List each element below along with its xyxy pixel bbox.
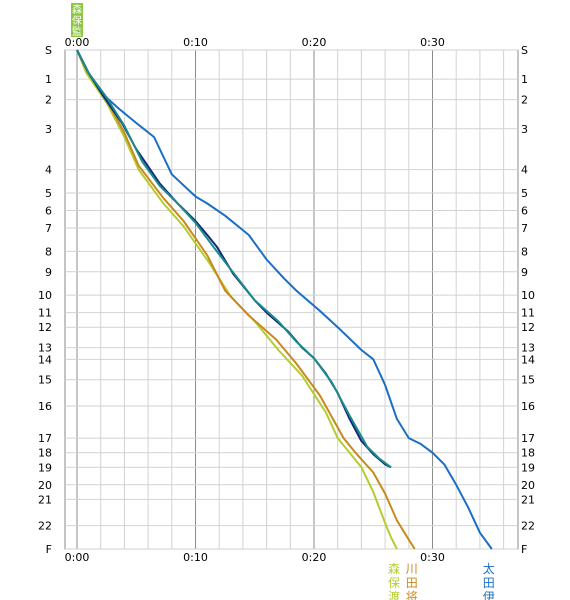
y-tick-label-right: 10 [521,289,535,302]
corner-label-char: 保 [72,14,82,27]
y-tick-label-left: 11 [38,307,52,320]
y-tick-label-left: 20 [38,479,52,492]
corner-label-bg [71,3,83,37]
y-tick-label-right: 4 [521,164,528,177]
x-tick-label-top: 0:00 [65,36,90,49]
y-tick-label-left: 4 [45,164,52,177]
y-tick-label-left: 13 [38,342,52,355]
series-name-label: 森 [388,561,400,576]
series-name-label: 太 [483,561,495,576]
series-name-label: 渡 [388,589,400,600]
series-name-label: 伊 [483,590,495,600]
y-tick-label-left: F [46,543,52,556]
x-tick-label-bottom: 0:20 [302,551,327,564]
y-tick-label-left: S [45,44,52,57]
y-tick-label-right: 20 [521,479,535,492]
y-tick-label-right: 22 [521,520,535,533]
y-tick-label-left: 16 [38,400,52,413]
series-lines [76,49,493,550]
x-tick-label-top: 0:10 [183,36,208,49]
y-tick-label-right: 5 [521,187,528,200]
y-tick-label-right: 9 [521,266,528,279]
series-line-1 [76,49,416,550]
series-name-label: 田 [406,576,418,590]
corner-label-char: 森 [72,3,82,16]
series-line-2 [76,49,493,550]
series-name-label: 川 [406,562,418,576]
y-tick-label-right: 6 [521,204,528,217]
y-tick-label-left: 15 [38,374,52,387]
y-tick-label-left: 21 [38,493,52,506]
y-tick-label-right: 8 [521,245,528,258]
y-tick-label-left: 8 [45,245,52,258]
y-tick-label-right: 2 [521,94,528,107]
x-tick-label-top: 0:20 [302,36,327,49]
series-line-4 [76,49,392,469]
x-tick-label-bottom: 0:10 [183,551,208,564]
x-tick-label-top: 0:30 [420,36,445,49]
y-tick-label-right: 16 [521,400,535,413]
series-name-label: 保 [388,576,400,590]
y-tick-label-left: 6 [45,204,52,217]
x-tick-label-bottom: 0:00 [65,551,90,564]
axes: 0:000:000:100:100:200:200:300:30S S1 12 23 3… [38,36,535,564]
series-name-label: 田 [483,576,495,590]
y-tick-label-right: F [521,543,527,556]
y-tick-label-left: 17 [38,432,52,445]
y-tick-label-left: 18 [38,447,52,460]
y-tick-label-left: 3 [45,123,52,136]
y-tick-label-right: 19 [521,461,535,474]
y-tick-label-left: 5 [45,187,52,200]
y-tick-label-left: 14 [38,353,52,366]
y-tick-label-left: 22 [38,520,52,533]
corner-label-char: 監 [72,25,82,38]
y-tick-label-left: 9 [45,266,52,279]
plot-area [64,49,519,550]
x-tick-label-bottom: 0:30 [420,551,445,564]
y-tick-label-left: 1 [45,73,52,86]
y-tick-label-right: 1 [521,73,528,86]
y-tick-label-right: 7 [521,222,528,235]
y-tick-label-right: 17 [521,432,535,445]
y-tick-label-right: S [521,44,528,57]
y-tick-label-left: 7 [45,222,52,235]
y-tick-label-left: 2 [45,94,52,107]
y-tick-label-right: 12 [521,321,535,334]
series-name-label: 将 [406,590,418,600]
y-tick-label-left: 12 [38,321,52,334]
y-tick-label-right: 14 [521,353,535,366]
y-tick-label-right: 15 [521,374,535,387]
grid [64,49,519,550]
y-tick-label-right: 18 [521,447,535,460]
y-tick-label-left: 19 [38,461,52,474]
y-tick-label-right: 21 [521,493,535,506]
y-tick-label-right: 13 [521,342,535,355]
y-tick-label-right: 3 [521,123,528,136]
y-tick-label-left: 10 [38,289,52,302]
y-tick-label-right: 11 [521,307,535,320]
